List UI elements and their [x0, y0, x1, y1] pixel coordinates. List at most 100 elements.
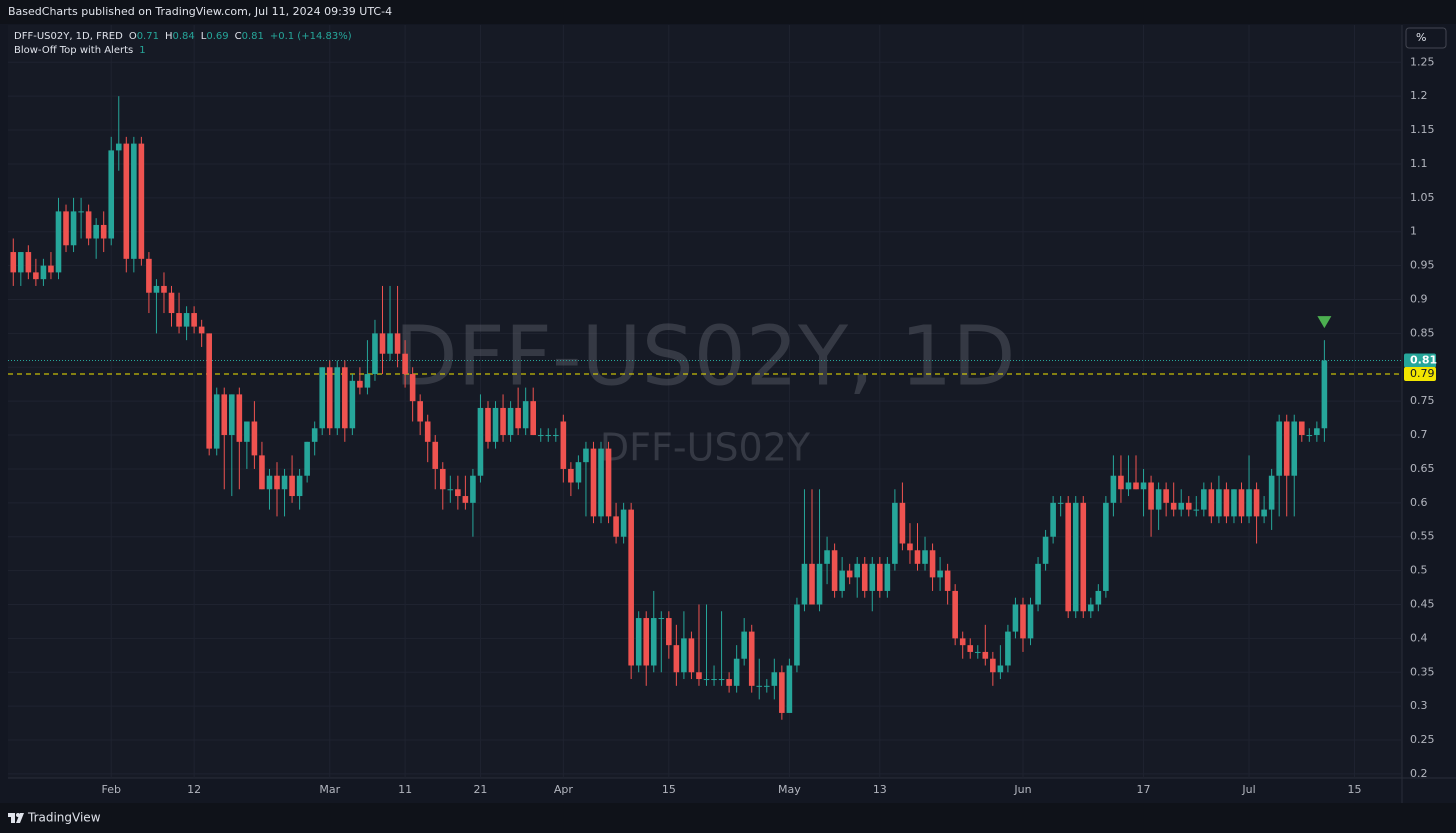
tv-logo — [8, 813, 24, 823]
y-tick-label: 0.45 — [1410, 597, 1435, 610]
candle-body — [635, 618, 642, 666]
candle-body — [1140, 482, 1147, 490]
candle-body — [357, 380, 363, 388]
candle-body — [809, 563, 815, 605]
candle-body — [40, 265, 47, 280]
candle-body — [1095, 590, 1102, 605]
signal-marker — [1317, 316, 1332, 329]
candle-body — [1298, 421, 1305, 436]
candle-body — [1193, 509, 1200, 511]
candle-body — [884, 563, 891, 591]
plot: DFF-US02Y, 1D DFF-US02Y — [8, 25, 1402, 778]
candle-body — [598, 448, 604, 517]
x-tick-label: 11 — [398, 783, 412, 796]
candle-body — [846, 570, 853, 578]
y-tick-label: 1.1 — [1410, 157, 1428, 170]
candle-body — [123, 143, 130, 259]
indicator-name: Blow-Off Top with Alerts — [14, 45, 133, 56]
candle-body — [108, 150, 115, 239]
candle-body — [741, 631, 747, 659]
candle-body — [394, 333, 401, 354]
candle-body — [48, 265, 54, 273]
watermark-sub: DFF-US02Y — [600, 426, 811, 470]
candle-body — [899, 502, 906, 544]
candle-body — [824, 550, 830, 564]
candle-body — [304, 441, 310, 476]
candle-body — [650, 618, 657, 666]
candle-body — [259, 455, 265, 490]
legend-open: 0.71 — [137, 31, 159, 42]
candle-body — [786, 665, 793, 713]
candle-body — [402, 353, 408, 375]
candle-body — [658, 618, 665, 620]
candle-body — [455, 489, 461, 497]
candle-body — [334, 367, 341, 429]
candle-body — [530, 401, 536, 436]
candle-body — [666, 618, 672, 646]
candle-body — [515, 407, 521, 429]
candle-body — [756, 685, 763, 687]
x-tick-label: 13 — [873, 783, 887, 796]
candle-body — [153, 285, 160, 293]
candle-body — [779, 672, 785, 713]
scale-button[interactable] — [1405, 27, 1447, 49]
candle-body — [1283, 421, 1290, 476]
candle-body — [244, 421, 250, 442]
candle-body — [748, 631, 755, 686]
candle-body — [929, 550, 936, 578]
candle-body — [1208, 489, 1215, 517]
x-tick-label: Apr — [554, 783, 574, 796]
candle-body — [952, 590, 958, 639]
candle-body — [620, 509, 627, 537]
candle-body — [387, 333, 393, 354]
x-tick-label: Feb — [101, 783, 120, 796]
y-tick-label: 0.25 — [1410, 733, 1435, 746]
candle-body — [944, 570, 951, 591]
candle-body — [1223, 489, 1230, 517]
candle-body — [236, 394, 243, 442]
candle-body — [681, 638, 687, 673]
candle-body — [1148, 482, 1154, 510]
candle-body — [342, 367, 348, 429]
legend-close: 0.81 — [242, 31, 264, 42]
candle-body — [470, 475, 476, 503]
candle-body — [605, 448, 612, 517]
candle-body — [1170, 502, 1177, 510]
candle-body — [372, 333, 378, 375]
y-tick-label: 1.2 — [1410, 89, 1428, 102]
alert-label: 0.79 — [1410, 367, 1435, 380]
scale-button-label[interactable]: % — [1416, 31, 1426, 44]
candle-body — [1005, 631, 1011, 666]
candle-body — [997, 665, 1004, 673]
y-tick-label: 0.2 — [1410, 767, 1428, 780]
candle-body — [831, 550, 838, 591]
candle-body — [613, 516, 619, 537]
candle-body — [63, 211, 69, 246]
candle-body — [1035, 563, 1041, 605]
legend-change: +0.1 (+14.83%) — [270, 31, 352, 42]
candle-body — [439, 468, 446, 490]
candle-body — [507, 407, 514, 436]
candle-body — [78, 211, 84, 213]
candle-body — [289, 475, 295, 497]
candle-body — [522, 401, 529, 429]
y-tick-label: 1.05 — [1410, 191, 1435, 204]
candle-body — [1185, 502, 1192, 510]
candle-body — [1321, 360, 1328, 429]
candle-body — [794, 604, 800, 666]
legend-low-label: L — [201, 31, 207, 42]
header-bar — [0, 0, 1456, 24]
y-tick-label: 0.75 — [1410, 394, 1435, 407]
candle-body — [100, 224, 107, 239]
candle-body — [877, 563, 883, 591]
legend-close-label: C — [235, 31, 242, 42]
candle-body — [93, 224, 99, 239]
last-price-label: 0.81 — [1410, 353, 1437, 366]
y-tick-label: 0.95 — [1410, 259, 1435, 272]
candle-body — [869, 563, 876, 591]
candle-body — [251, 421, 258, 456]
watermark: DFF-US02Y, 1D — [394, 309, 1015, 404]
y-tick-label: 1.15 — [1410, 123, 1435, 136]
candle-body — [568, 468, 574, 483]
